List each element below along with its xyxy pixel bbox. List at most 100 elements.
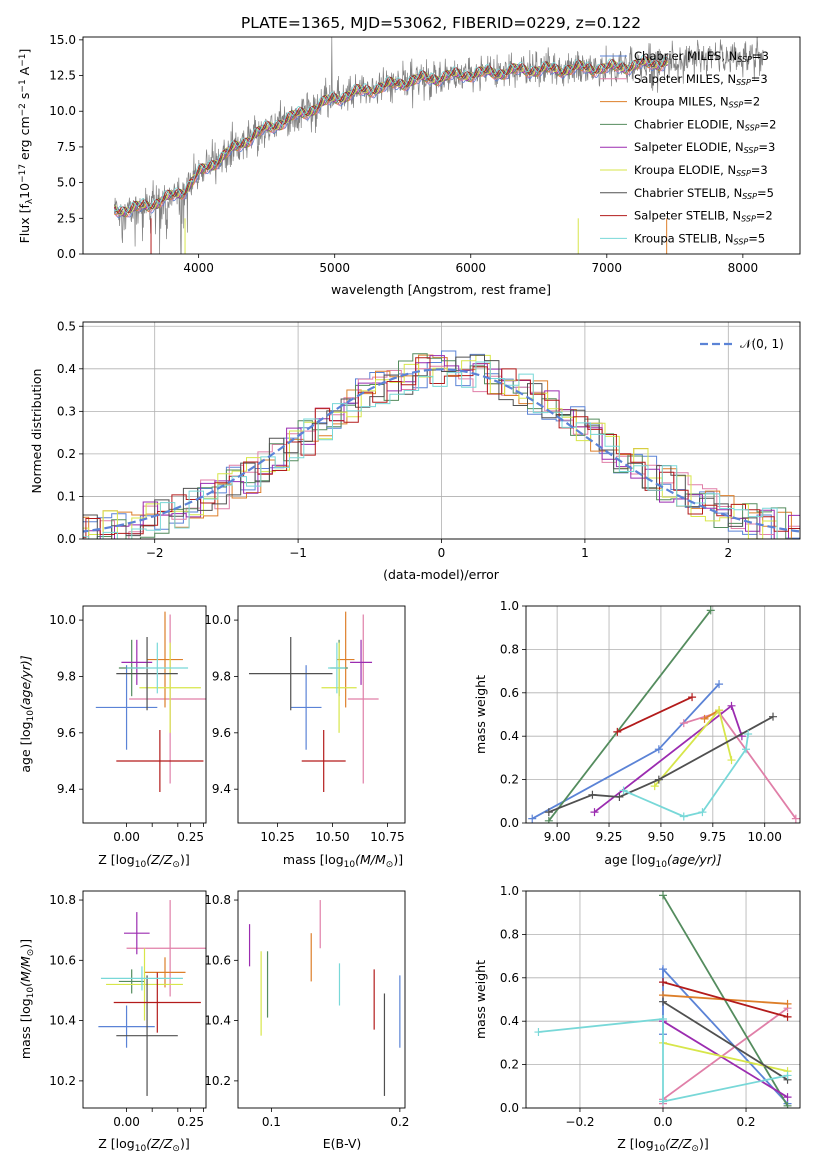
plus-marker (679, 812, 688, 821)
legend-label: Chabrier MILES, NSSP=3 (634, 49, 769, 64)
xtick-label: 0.2 (736, 1115, 755, 1129)
legend-text: Chabrier MILES, N (634, 49, 737, 63)
x-axis-label: mass [log10(M/M⊙)] (283, 852, 403, 870)
axes-weight-vs-Z: −0.2 0.0 0.2 0.0 0.2 0.4 0.6 0.8 1.0 Z [log10(Z/Z… (473, 884, 801, 1154)
plus-marker (700, 714, 709, 723)
ytick-label: 0.4 (500, 1014, 519, 1028)
xtick-label: 2 (724, 546, 732, 560)
model-line (113, 55, 668, 214)
label-part: )] (18, 939, 33, 949)
label-part: 10 (26, 987, 36, 999)
legend-tail: =2 (760, 117, 777, 131)
ytick-label: 10.2 (204, 1074, 231, 1088)
ytick-label: 10.6 (49, 953, 76, 967)
label-part: )] (699, 1136, 709, 1151)
ytick-label: 0.6 (500, 971, 519, 985)
xtick-label: 0.0 (653, 1115, 672, 1129)
label-part: )] (180, 1136, 190, 1151)
legend-text: Salpeter MILES, N (634, 72, 736, 86)
ytick-label: 0.2 (500, 773, 519, 787)
weight-line (662, 1000, 788, 1081)
xtick-label: 10.50 (315, 830, 349, 844)
xtick-label: −2 (146, 546, 164, 560)
plus-marker (727, 701, 736, 710)
plus-marker (615, 792, 624, 801)
xtick-label: −0.2 (565, 1115, 594, 1129)
weight-line (538, 1018, 788, 1103)
label-part: λ (25, 198, 35, 204)
label-part: −1 (18, 54, 28, 67)
label-part: 10 (656, 860, 668, 870)
legend-tail: =3 (751, 163, 768, 177)
y-axis-label: mass weight (473, 675, 488, 754)
ytick-label: 0.2 (500, 1058, 519, 1072)
xtick-label: 10.75 (370, 830, 404, 844)
xtick-label: 6000 (455, 261, 486, 275)
x-axis-label: (data-model)/error (383, 567, 500, 582)
plus-marker (769, 712, 778, 721)
legend-text: Chabrier ELODIE, N (634, 117, 745, 131)
label-part: s (17, 93, 32, 104)
ytick-label: 0.8 (500, 927, 519, 941)
ytick-label: 10.8 (204, 893, 231, 907)
label-part: Z [log (98, 1136, 134, 1151)
xtick-label: 9.00 (544, 830, 571, 844)
ytick-label: 7.5 (57, 140, 76, 154)
ytick-label: 0.4 (500, 729, 519, 743)
axes-frame (82, 605, 207, 824)
legend-sub: SSP (736, 169, 751, 178)
ytick-label: 9.6 (57, 726, 76, 740)
ytick-label: 2.5 (57, 211, 76, 225)
x-axis-label: Z [log10(Z/Z⊙)] (98, 1136, 189, 1154)
plus-marker (544, 816, 553, 823)
ytick-label: 0.6 (500, 686, 519, 700)
xtick-label: 9.25 (596, 830, 623, 844)
xtick-label: 5000 (319, 261, 350, 275)
plus-marker (715, 680, 724, 689)
plus-marker (588, 790, 597, 799)
weight-line (616, 696, 693, 733)
plus-marker (783, 1012, 792, 1021)
plus-marker (744, 730, 753, 739)
y-axis-label: mass weight (473, 960, 488, 1039)
ytick-label: 0.5 (57, 319, 76, 333)
plot-area (113, 37, 764, 254)
plus-marker (783, 1101, 792, 1108)
plot-area (83, 350, 800, 539)
label-part: (age/yr)] (667, 852, 722, 867)
weight-line (662, 1020, 788, 1098)
legend-text: Salpeter ELODIE, N (634, 140, 744, 154)
plus-marker (727, 756, 736, 765)
label-part: −1 (18, 79, 28, 92)
ytick-label: 10.8 (49, 893, 76, 907)
model-line (113, 60, 669, 219)
axes-residuals: −2 −1 0 1 2 0.0 0.1 0.2 0.3 0.4 0.5 (data-model)/er… (29, 319, 801, 582)
plus-marker (679, 719, 688, 728)
xtick-label: 0.25 (177, 1115, 204, 1129)
plot-area (95, 611, 206, 792)
weight-line (662, 966, 789, 1105)
axes-frame (82, 36, 801, 255)
plot-area (534, 891, 792, 1108)
plus-marker (742, 745, 751, 754)
xtick-label: 0 (438, 546, 446, 560)
ytick-label: 1.0 (500, 599, 519, 613)
xtick-label: 0.1 (262, 1115, 281, 1129)
ytick-label: 9.8 (57, 669, 76, 683)
label-part: 10 (135, 860, 147, 870)
label-part: Z [log (617, 1136, 653, 1151)
ytick-label: 15.0 (49, 33, 76, 47)
ytick-label: 5.0 (57, 176, 76, 190)
axes-frame (237, 890, 406, 1109)
label-part: erg cm (17, 116, 32, 164)
legend-sub: SSP (741, 215, 756, 224)
legend-label: Chabrier STELIB, NSSP=5 (634, 186, 774, 201)
y-axis-label: Normed distribution (29, 369, 44, 494)
ytick-label: 0.0 (500, 816, 519, 830)
label-part: ⊙ (691, 1144, 699, 1154)
label-part: age [log (18, 721, 33, 772)
label-part: ⊙ (172, 1144, 180, 1154)
ytick-label: 0.4 (57, 362, 76, 376)
axes-frame (82, 321, 801, 540)
